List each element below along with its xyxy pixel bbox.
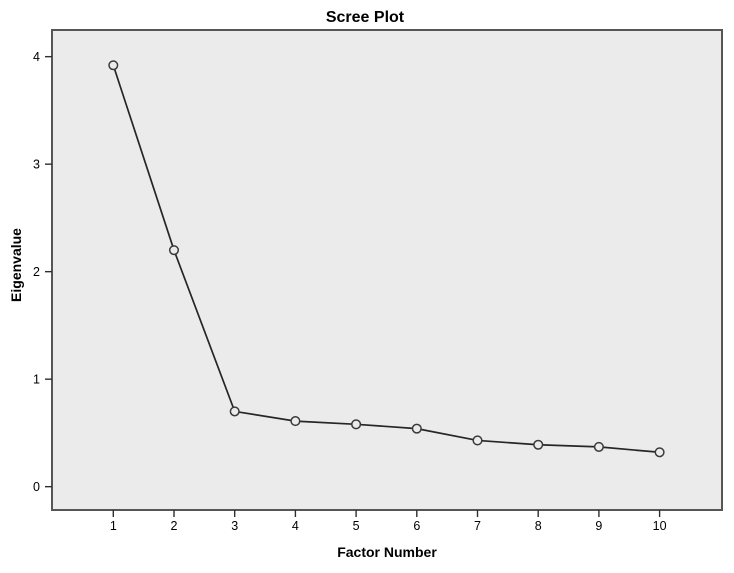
x-axis-ticks: 1 2 3 4 5 6 7 8 9 10 bbox=[110, 510, 667, 533]
data-point bbox=[411, 423, 422, 434]
data-point bbox=[533, 439, 544, 450]
data-point bbox=[654, 447, 665, 458]
data-point bbox=[351, 419, 362, 430]
x-axis-label: Factor Number bbox=[337, 544, 437, 560]
x-tick-label: 10 bbox=[653, 519, 667, 533]
data-point bbox=[290, 416, 301, 427]
x-tick-label: 6 bbox=[413, 519, 420, 533]
data-point-markers bbox=[108, 60, 665, 458]
y-axis-label: Eigenvalue bbox=[8, 228, 24, 302]
series-line bbox=[112, 64, 660, 454]
data-point bbox=[472, 435, 483, 446]
x-tick-label: 1 bbox=[110, 519, 117, 533]
chart-title: Scree Plot bbox=[326, 9, 405, 26]
x-tick-label: 8 bbox=[535, 519, 542, 533]
data-point bbox=[229, 406, 240, 417]
y-tick-label: 2 bbox=[33, 265, 40, 279]
x-tick-label: 3 bbox=[231, 519, 238, 533]
x-tick-label: 2 bbox=[171, 519, 178, 533]
x-tick-label: 5 bbox=[353, 519, 360, 533]
data-point bbox=[593, 441, 604, 452]
y-tick-label: 3 bbox=[33, 158, 40, 172]
y-axis-ticks: 0 1 2 3 4 bbox=[33, 50, 52, 494]
y-tick-label: 0 bbox=[33, 480, 40, 494]
x-tick-label: 4 bbox=[292, 519, 299, 533]
data-point bbox=[108, 60, 119, 71]
data-point bbox=[168, 245, 180, 256]
y-tick-label: 1 bbox=[33, 373, 40, 387]
x-tick-label: 9 bbox=[595, 519, 602, 533]
y-tick-label: 4 bbox=[33, 50, 40, 64]
plot-area bbox=[51, 29, 723, 511]
x-tick-label: 7 bbox=[474, 519, 481, 533]
